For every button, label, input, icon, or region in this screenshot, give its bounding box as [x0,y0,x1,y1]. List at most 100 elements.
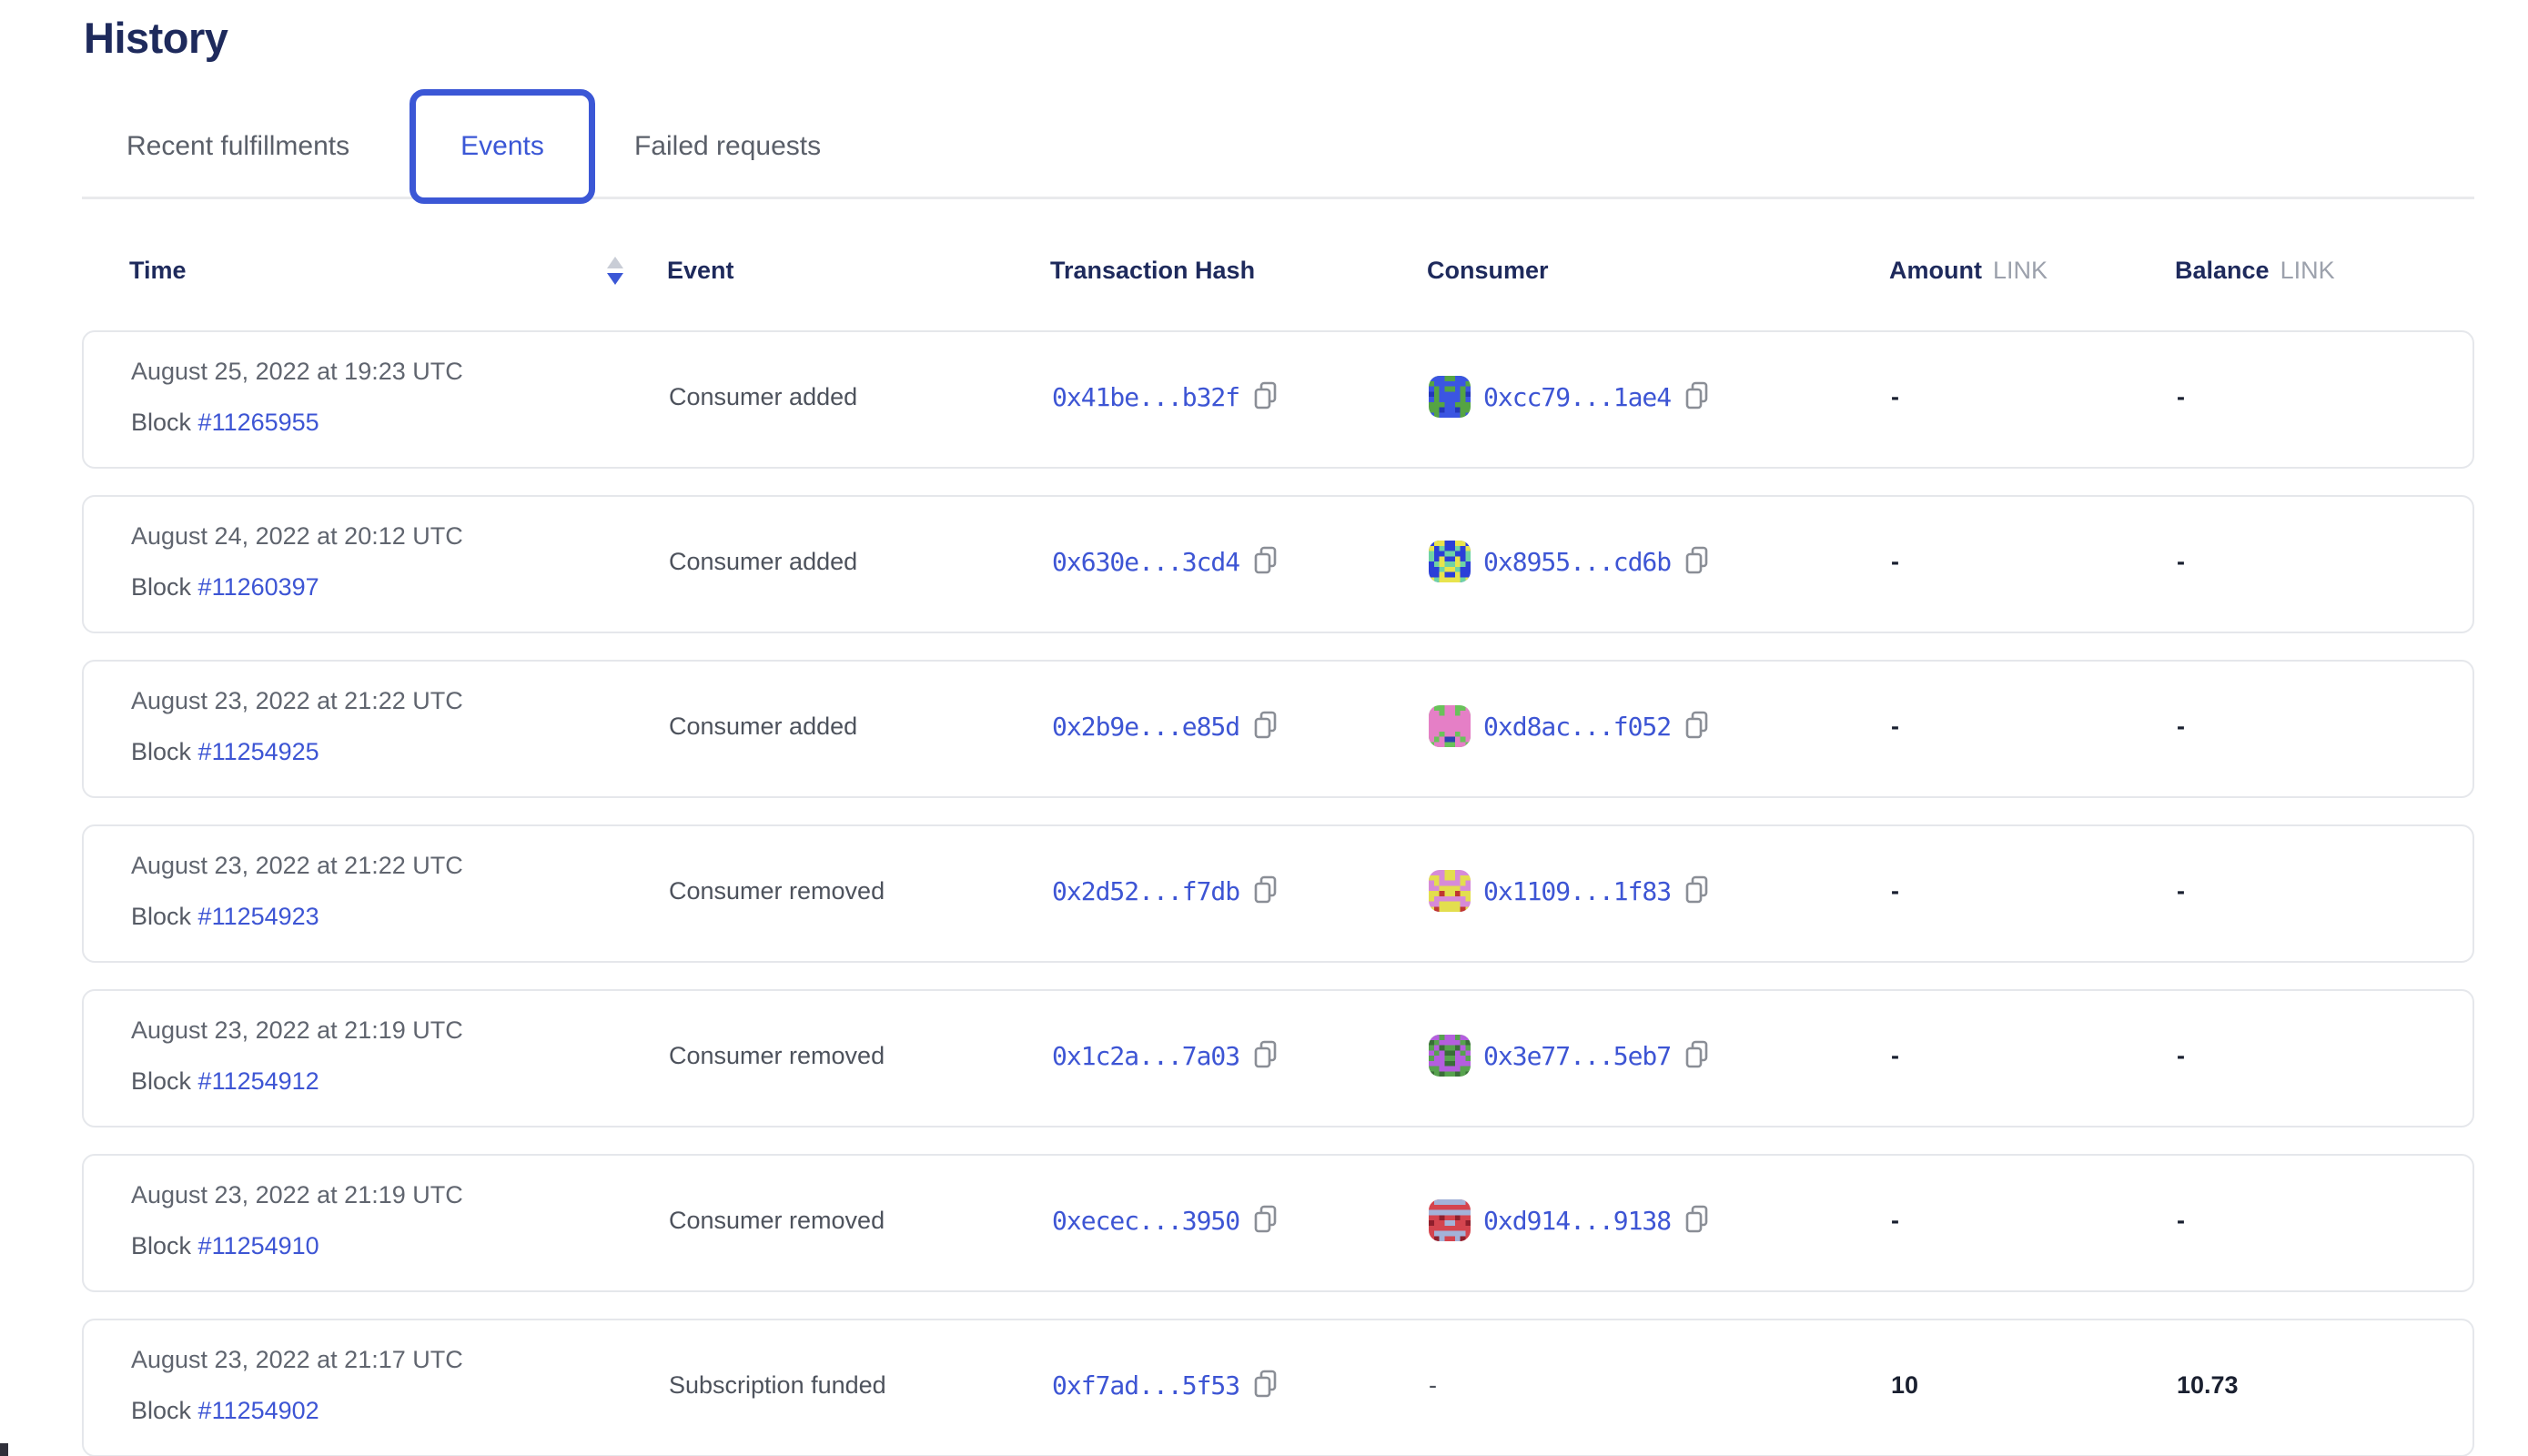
sort-arrows-icon[interactable] [606,256,624,285]
event-timestamp: August 23, 2022 at 21:19 UTC [131,1016,463,1044]
event-timestamp: August 23, 2022 at 21:19 UTC [131,1181,463,1208]
block-number-link[interactable]: #11254910 [197,1232,319,1259]
copy-icon[interactable] [1684,875,1711,907]
copy-icon[interactable] [1684,1039,1711,1072]
event-type: Consumer added [669,547,858,575]
event-row: August 23, 2022 at 21:17 UTC Block #1125… [82,1319,2474,1456]
transaction-hash-link[interactable]: 0x630e...3cd4 [1052,546,1240,577]
column-header-consumer[interactable]: Consumer [1427,257,1889,285]
tab-recent-fulfillments[interactable]: Recent fulfillments [126,89,349,204]
column-header-balance[interactable]: Balance LINK [2175,257,2474,285]
block-label: Block [131,1397,192,1424]
transaction-hash-cell: 0x2b9e...e85d [1052,710,1429,743]
block-number-link[interactable]: #11254923 [197,903,319,930]
amount-value: - [1891,1206,1899,1234]
event-type: Consumer added [669,712,858,740]
amount-value: - [1891,712,1899,740]
transaction-hash-link[interactable]: 0xecec...3950 [1052,1205,1240,1236]
balance-value: - [2177,382,2185,410]
consumer-address-link[interactable]: 0xd8ac...f052 [1483,711,1672,742]
consumer-address-link[interactable]: 0xd914...9138 [1483,1205,1672,1236]
transaction-hash-link[interactable]: 0x2b9e...e85d [1052,711,1240,742]
column-header-event[interactable]: Event [667,257,1050,285]
event-type: Consumer added [669,382,858,410]
column-header-time[interactable]: Time [129,256,667,285]
block-label: Block [131,409,192,436]
transaction-hash-link[interactable]: 0x1c2a...7a03 [1052,1040,1240,1071]
history-tabs: Recent fulfillments Events Failed reques… [0,89,2528,204]
block-number-link[interactable]: #11260397 [197,573,319,601]
block-number-link[interactable]: #11254912 [197,1067,319,1095]
consumer-address-link[interactable]: 0x8955...cd6b [1483,546,1672,577]
consumer-identicon [1429,1199,1471,1241]
consumer-identicon [1429,541,1471,582]
event-row: August 23, 2022 at 21:19 UTC Block #1125… [82,989,2474,1127]
event-timestamp: August 25, 2022 at 19:23 UTC [131,358,463,385]
amount-value: - [1891,1041,1899,1069]
screen-edge-artifact [0,1443,8,1456]
consumer-identicon [1429,1035,1471,1077]
time-cell: August 23, 2022 at 21:17 UTC Block #1125… [131,1341,669,1429]
column-label: Amount [1889,256,1982,284]
block-label: Block [131,903,192,930]
consumer-address-link[interactable]: 0x3e77...5eb7 [1483,1040,1672,1071]
block-label: Block [131,1067,192,1095]
copy-icon[interactable] [1684,710,1711,743]
time-cell: August 25, 2022 at 19:23 UTC Block #1126… [131,353,669,440]
amount-value: - [1891,547,1899,575]
time-cell: August 23, 2022 at 21:19 UTC Block #1125… [131,1012,669,1099]
column-header-transaction-hash[interactable]: Transaction Hash [1050,257,1427,285]
column-header-amount[interactable]: Amount LINK [1889,257,2175,285]
column-label: Event [667,256,734,284]
copy-icon[interactable] [1252,1204,1279,1237]
consumer-identicon [1429,376,1471,418]
table-header: Time Event Transaction Hash Consumer Amo… [82,243,2474,298]
copy-icon[interactable] [1252,710,1279,743]
tab-label: Events [460,131,544,161]
transaction-hash-link[interactable]: 0x2d52...f7db [1052,875,1240,906]
consumer-address-link[interactable]: 0x1109...1f83 [1483,875,1672,906]
event-type: Consumer removed [669,1041,885,1069]
amount-value: 10 [1891,1370,1919,1399]
balance-value: - [2177,547,2185,575]
copy-icon[interactable] [1684,1204,1711,1237]
event-row: August 25, 2022 at 19:23 UTC Block #1126… [82,330,2474,469]
copy-icon[interactable] [1684,380,1711,413]
time-cell: August 24, 2022 at 20:12 UTC Block #1126… [131,518,669,605]
tab-events[interactable]: Events [410,89,595,204]
copy-icon[interactable] [1252,875,1279,907]
block-number-link[interactable]: #11254925 [197,738,319,765]
time-cell: August 23, 2022 at 21:22 UTC Block #1125… [131,847,669,935]
copy-icon[interactable] [1684,545,1711,578]
event-row: August 24, 2022 at 20:12 UTC Block #1126… [82,495,2474,633]
balance-value: - [2177,712,2185,740]
event-row: August 23, 2022 at 21:19 UTC Block #1125… [82,1154,2474,1292]
consumer-address-link[interactable]: 0xcc79...1ae4 [1483,381,1672,412]
consumer-cell: 0xcc79...1ae4 [1429,376,1891,418]
consumer-cell: 0xd8ac...f052 [1429,705,1891,747]
copy-icon[interactable] [1252,380,1279,413]
copy-icon[interactable] [1252,1369,1279,1401]
tab-label: Failed requests [634,131,822,161]
transaction-hash-link[interactable]: 0x41be...b32f [1052,381,1240,412]
column-label: Consumer [1427,256,1549,284]
column-label: Time [129,256,187,284]
balance-value: - [2177,876,2185,905]
transaction-hash-link[interactable]: 0xf7ad...5f53 [1052,1370,1240,1400]
events-table-body: August 25, 2022 at 19:23 UTC Block #1126… [82,330,2474,1456]
time-cell: August 23, 2022 at 21:19 UTC Block #1125… [131,1177,669,1264]
consumer-cell: - [1429,1371,1891,1400]
event-row: August 23, 2022 at 21:22 UTC Block #1125… [82,824,2474,963]
transaction-hash-cell: 0xf7ad...5f53 [1052,1369,1429,1401]
block-number-link[interactable]: #11254902 [197,1397,319,1424]
event-timestamp: August 23, 2022 at 21:17 UTC [131,1346,463,1373]
transaction-hash-cell: 0xecec...3950 [1052,1204,1429,1237]
transaction-hash-cell: 0x2d52...f7db [1052,875,1429,907]
tabs-divider [82,197,2474,199]
tab-label: Recent fulfillments [126,131,350,161]
copy-icon[interactable] [1252,1039,1279,1072]
block-number-link[interactable]: #11265955 [197,409,319,436]
copy-icon[interactable] [1252,545,1279,578]
tab-failed-requests[interactable]: Failed requests [634,89,821,204]
amount-value: - [1891,382,1899,410]
